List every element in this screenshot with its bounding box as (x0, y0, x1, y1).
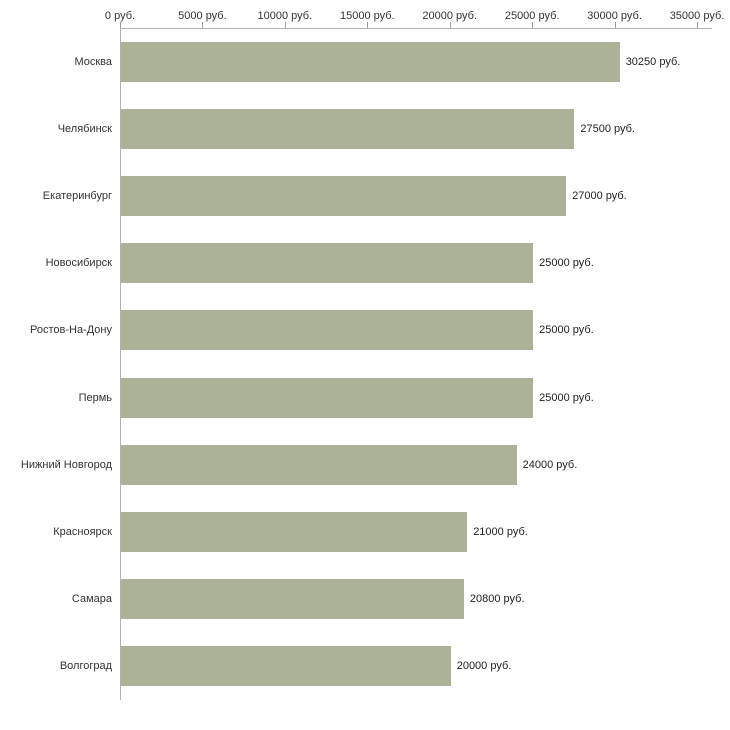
value-label: 27000 руб. (572, 190, 627, 202)
bar (121, 243, 534, 284)
bar (121, 444, 517, 485)
value-label: 20800 руб. (469, 593, 525, 606)
value-label: 25000 руб. (539, 391, 594, 404)
category-label: Красноярск (53, 526, 112, 538)
category-label: Екатеринбург (42, 190, 112, 202)
bar (121, 41, 620, 82)
category-label: Пермь (78, 391, 112, 404)
value-label: 25000 руб. (539, 324, 594, 337)
value-label: 21000 руб. (473, 526, 528, 538)
x-axis-tick-mark (120, 22, 121, 28)
category-label: Москва (74, 55, 112, 68)
bar (121, 377, 534, 418)
value-label: 25000 руб. (539, 257, 594, 270)
value-label: 20000 руб. (456, 660, 512, 673)
x-axis-tick-label: 5000 руб. (178, 10, 227, 22)
x-axis-line (120, 28, 712, 29)
y-axis-line (120, 28, 121, 700)
x-axis-tick-label: 20000 руб. (422, 10, 478, 22)
value-label: 30250 руб. (625, 55, 681, 68)
bar (121, 579, 464, 620)
x-axis-tick-label: 0 руб. (104, 10, 136, 22)
category-label: Новосибирск (45, 257, 112, 270)
bar (121, 310, 534, 351)
value-label: 27500 руб. (580, 122, 635, 135)
bar (121, 176, 567, 216)
category-label: Самара (71, 593, 112, 606)
category-label: Ростов-На-Дону (29, 324, 112, 337)
category-label: Волгоград (59, 660, 112, 673)
x-axis-tick-mark (697, 22, 698, 28)
category-label: Нижний Новгород (20, 458, 112, 471)
x-axis-tick-mark (532, 22, 534, 28)
bar (121, 108, 575, 149)
x-axis-tick-mark (449, 22, 451, 28)
x-axis-tick-mark (284, 22, 286, 28)
x-axis-tick-label: 15000 руб. (339, 10, 395, 22)
x-axis-tick-label: 10000 руб. (257, 10, 313, 22)
value-label: 24000 руб. (522, 458, 578, 471)
x-axis-tick-label: 25000 руб. (504, 10, 560, 22)
category-label: Челябинск (57, 122, 112, 135)
x-axis-tick-label: 30000 руб. (587, 10, 642, 22)
bar (121, 512, 468, 552)
x-axis-tick-mark (202, 22, 204, 28)
bar (121, 646, 451, 687)
x-axis-tick-mark (367, 22, 369, 28)
x-axis-tick-mark (614, 22, 616, 28)
x-axis-tick-label: 35000 руб. (669, 10, 725, 22)
